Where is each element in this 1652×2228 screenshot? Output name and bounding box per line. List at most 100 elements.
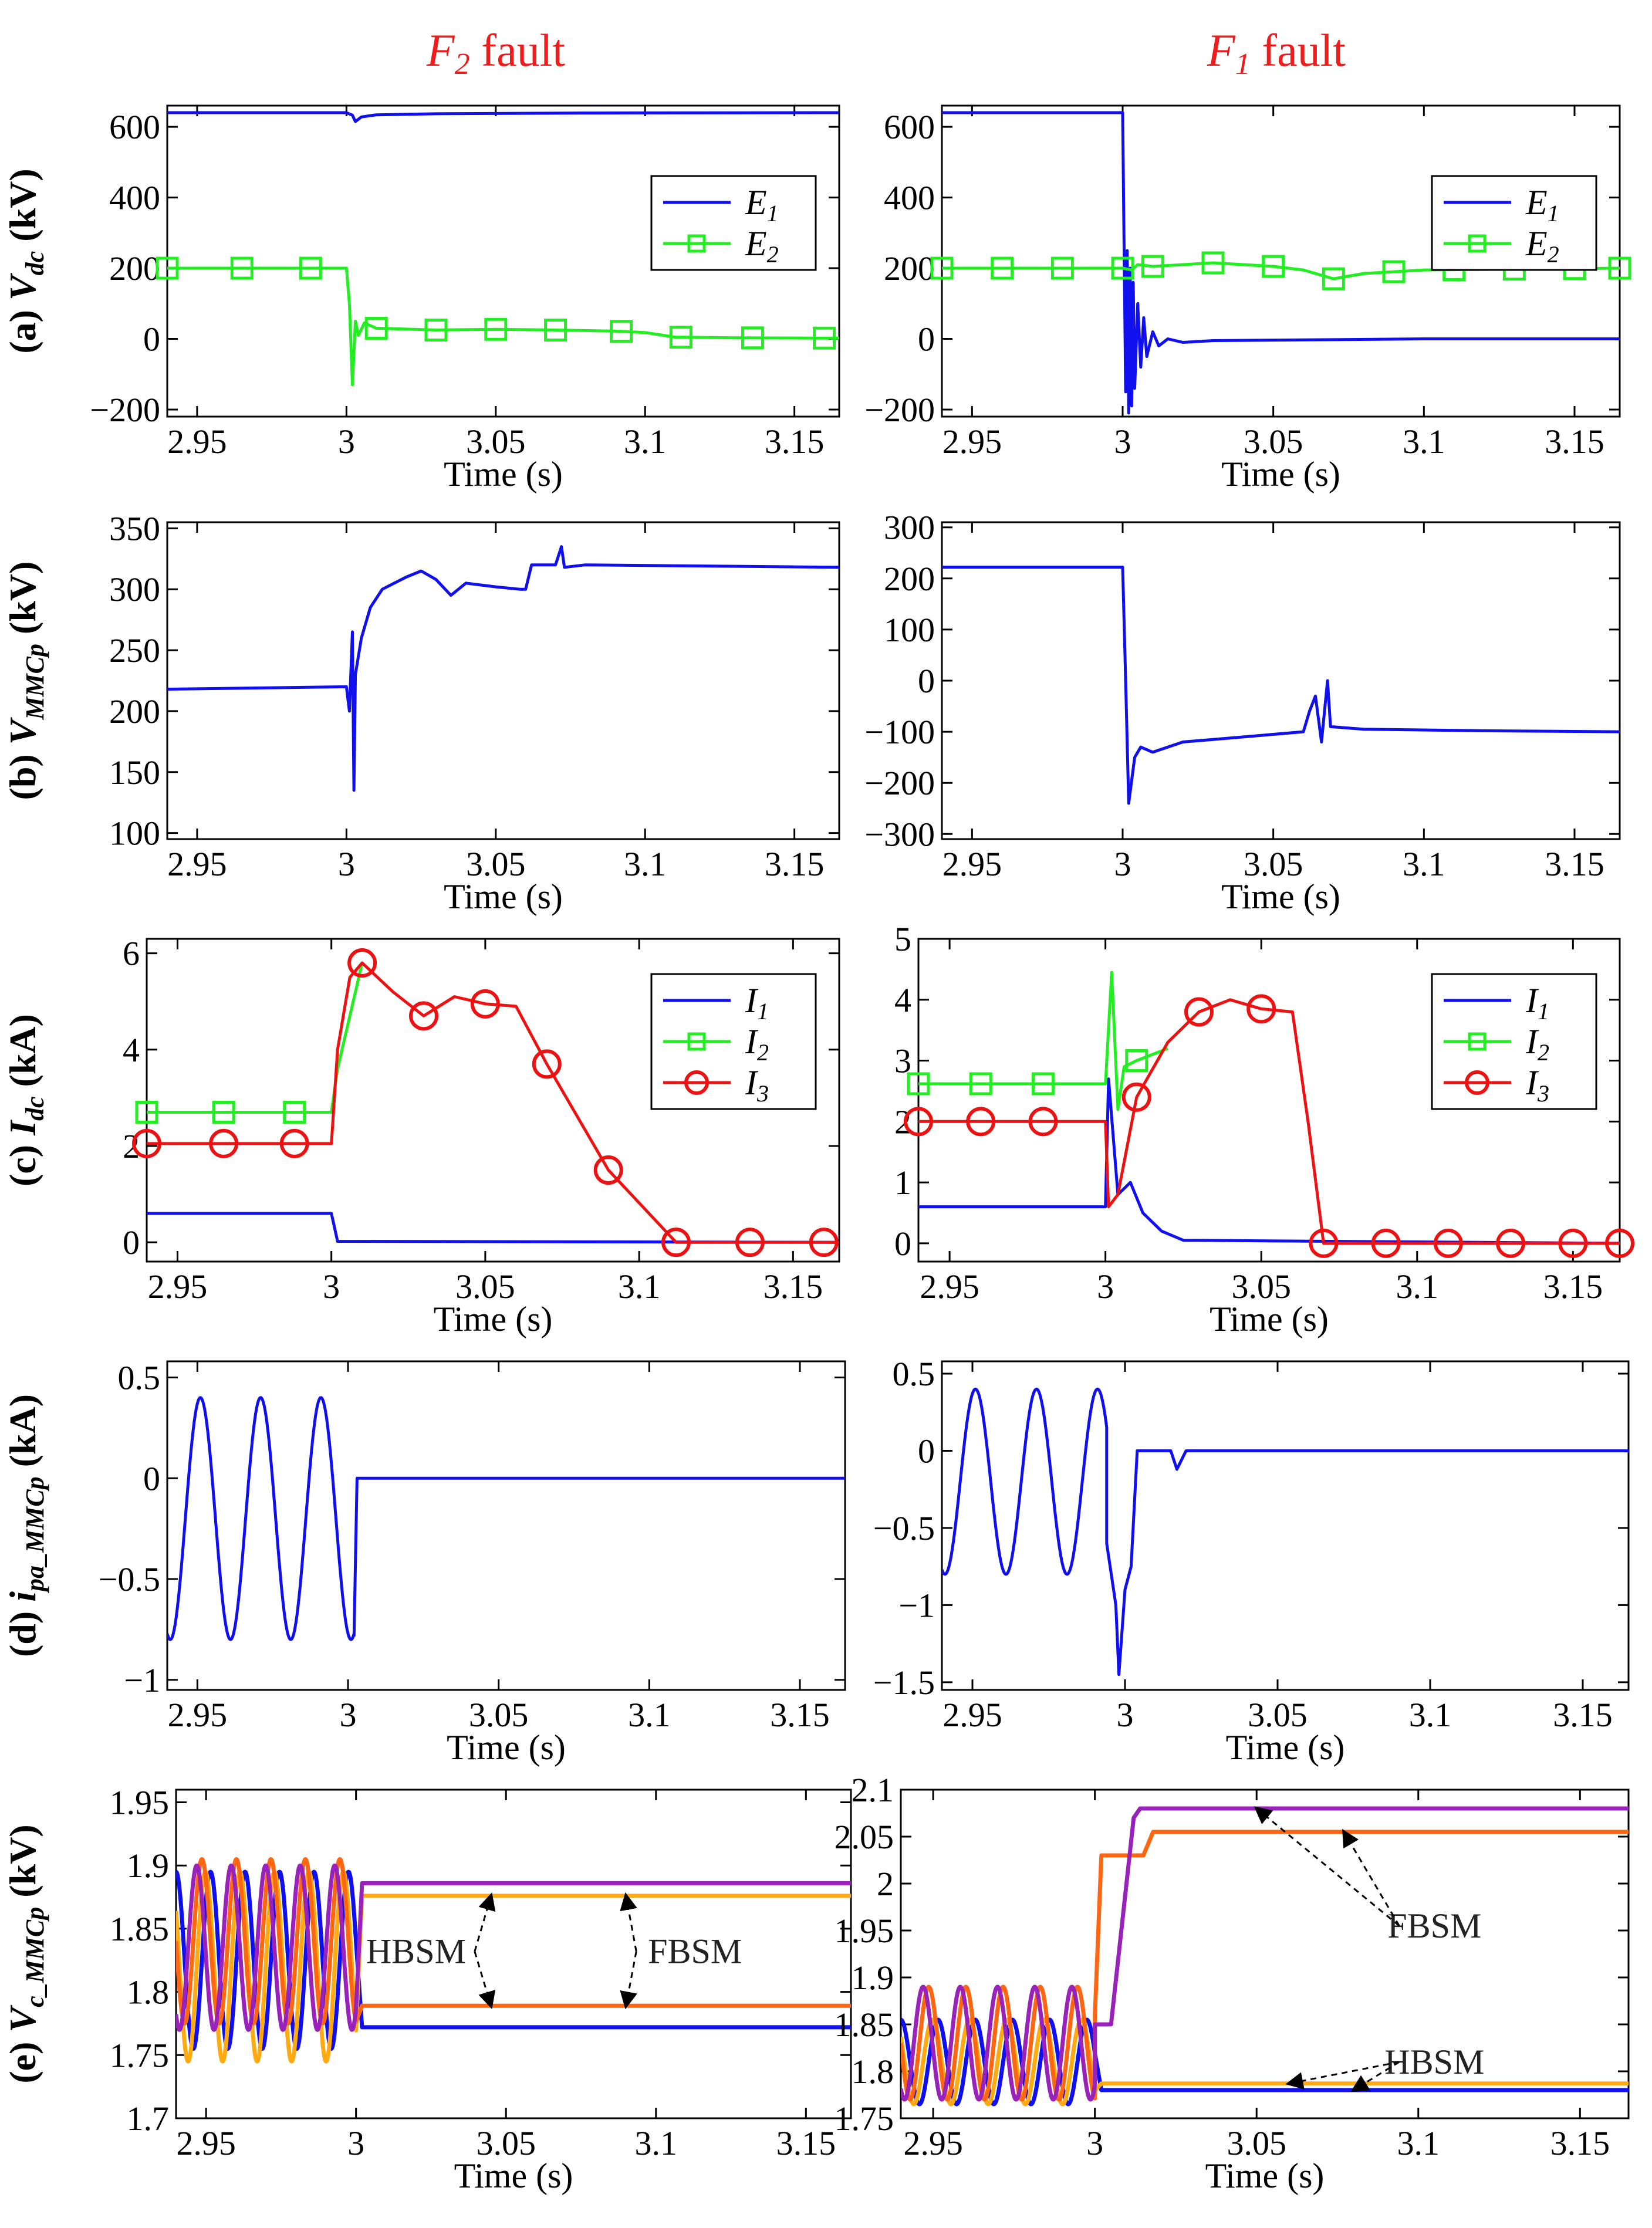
marker-square xyxy=(1031,1072,1055,1096)
row-label-b: (b) VMMCp (kV) xyxy=(2,562,49,800)
x-tick-label: 3.05 xyxy=(466,845,526,883)
plot-frame xyxy=(175,1789,852,2119)
chart-e-left: 2.95 3 3.05 3.1 3.15 1.7 1.75 1.8 1.85 1.9 1.95 Tim… xyxy=(110,1784,852,2195)
y-tick-label: 200 xyxy=(109,692,160,731)
series-line-HBSM-2 xyxy=(901,2017,1629,2107)
x-tick-label: 3.15 xyxy=(1543,1267,1603,1306)
x-tick-label: 3 xyxy=(340,1696,357,1734)
marker-square xyxy=(1322,267,1345,290)
y-tick-label: 4 xyxy=(123,1031,140,1069)
x-tick-label: 3 xyxy=(1114,422,1131,461)
marker-circle xyxy=(904,1107,933,1137)
x-tick-label: 3.15 xyxy=(1550,2124,1610,2162)
y-tick-label: 1.9 xyxy=(852,1959,894,1997)
x-tick-label: 2.95 xyxy=(148,1267,208,1306)
marker-circle xyxy=(966,1107,996,1137)
x-tick-label: 3 xyxy=(1117,1696,1134,1734)
y-tick-label: 1.9 xyxy=(127,1847,170,1885)
marker-circle xyxy=(1496,1228,1526,1258)
x-tick-label: 3.05 xyxy=(466,422,526,461)
marker-square xyxy=(610,320,633,343)
x-tick-label: 3.05 xyxy=(455,1267,515,1306)
x-axis-label: Time (s) xyxy=(454,2156,573,2195)
marker-square xyxy=(741,326,764,350)
series-line-FBSM-2 xyxy=(176,1863,851,2032)
annotation-label: FBSM xyxy=(648,1932,742,1971)
marker-circle xyxy=(1121,1082,1151,1112)
marker-circle xyxy=(279,1128,309,1158)
marker-square xyxy=(135,1101,158,1124)
marker-circle xyxy=(1558,1228,1588,1258)
legend-label: I3 xyxy=(1525,1063,1549,1107)
y-tick-label: 0 xyxy=(918,320,935,359)
marker-square xyxy=(813,326,836,350)
annotation-label: HBSM xyxy=(366,1932,466,1971)
x-tick-label: 3.15 xyxy=(1553,1696,1613,1734)
plot-frame xyxy=(166,521,840,840)
legend-label: I2 xyxy=(745,1022,769,1066)
chart-b-left: 2.95 3 3.05 3.1 3.15 100 150 200 250 300 350 Time (… xyxy=(109,509,840,916)
marker-square xyxy=(364,316,388,340)
series-line-I2 xyxy=(918,971,1168,1111)
legend-label: E1 xyxy=(745,183,779,226)
series-line-I3 xyxy=(147,961,839,1244)
series-line-ipa xyxy=(167,1396,845,1641)
x-tick-label: 3.05 xyxy=(1244,845,1303,883)
x-tick-label: 3.05 xyxy=(1227,2124,1286,2162)
y-tick-label: −200 xyxy=(864,391,935,429)
y-tick-label: −1 xyxy=(124,1661,160,1699)
annotations: HBSM FBSM xyxy=(366,1892,742,2010)
x-tick-label: 3 xyxy=(347,2124,364,2162)
x-tick-label: 3.15 xyxy=(1545,422,1604,461)
y-tick-label: 1.75 xyxy=(110,2036,170,2074)
marker-circle xyxy=(809,1228,839,1257)
marker-circle xyxy=(347,948,377,978)
x-tick-label: 3.05 xyxy=(1231,1267,1291,1306)
y-tick-label: 2 xyxy=(877,1865,894,1903)
series-line-E1 xyxy=(942,111,1620,415)
series-line-FBSM-2 xyxy=(901,1806,1629,2102)
marker-square xyxy=(969,1072,992,1096)
x-axis-label: Time (s) xyxy=(444,877,563,916)
marker-square xyxy=(991,256,1014,280)
series-line-FBSM-1 xyxy=(176,1857,851,2026)
y-tick-label: 400 xyxy=(884,179,935,217)
legend-label: E1 xyxy=(1525,183,1559,226)
x-tick-label: 3.1 xyxy=(624,422,667,461)
x-axis-label: Time (s) xyxy=(1205,2156,1325,2195)
y-tick-label: 2.1 xyxy=(852,1771,894,1809)
legend-label: E2 xyxy=(745,224,779,268)
series-line-I3 xyxy=(918,998,1620,1245)
y-tick-label: 1 xyxy=(894,1164,911,1202)
y-tick-label: −200 xyxy=(864,764,935,802)
x-tick-label: 3.15 xyxy=(776,2124,836,2162)
x-tick-label: 2.95 xyxy=(167,422,227,461)
y-tick-label: −0.5 xyxy=(873,1509,935,1547)
x-tick-label: 2.95 xyxy=(168,1696,228,1734)
marker-square xyxy=(930,256,954,280)
marker-square xyxy=(283,1101,306,1124)
x-tick-label: 3 xyxy=(338,845,355,883)
x-tick-label: 3.1 xyxy=(624,845,667,883)
x-tick-label: 3 xyxy=(323,1267,340,1306)
y-tick-label: 400 xyxy=(109,179,160,217)
x-axis-label: Time (s) xyxy=(434,1300,553,1338)
y-tick-label: 0.5 xyxy=(118,1358,161,1397)
marker-circle xyxy=(1433,1228,1463,1258)
y-tick-label: 6 xyxy=(123,935,140,973)
x-tick-label: 3.1 xyxy=(1403,422,1445,461)
annotation-arrow xyxy=(620,1892,637,1952)
y-tick-label: 300 xyxy=(884,509,935,547)
y-tick-label: 0.5 xyxy=(893,1355,935,1393)
legend-label: E2 xyxy=(1525,224,1559,268)
y-tick-label: 150 xyxy=(109,753,160,792)
y-tick-label: 350 xyxy=(109,509,160,547)
x-axis-label: Time (s) xyxy=(1221,455,1340,493)
marker-square xyxy=(484,317,508,341)
legend-label: I1 xyxy=(1525,981,1549,1025)
legend-label: I2 xyxy=(1525,1022,1549,1066)
x-tick-label: 3.1 xyxy=(618,1267,661,1306)
